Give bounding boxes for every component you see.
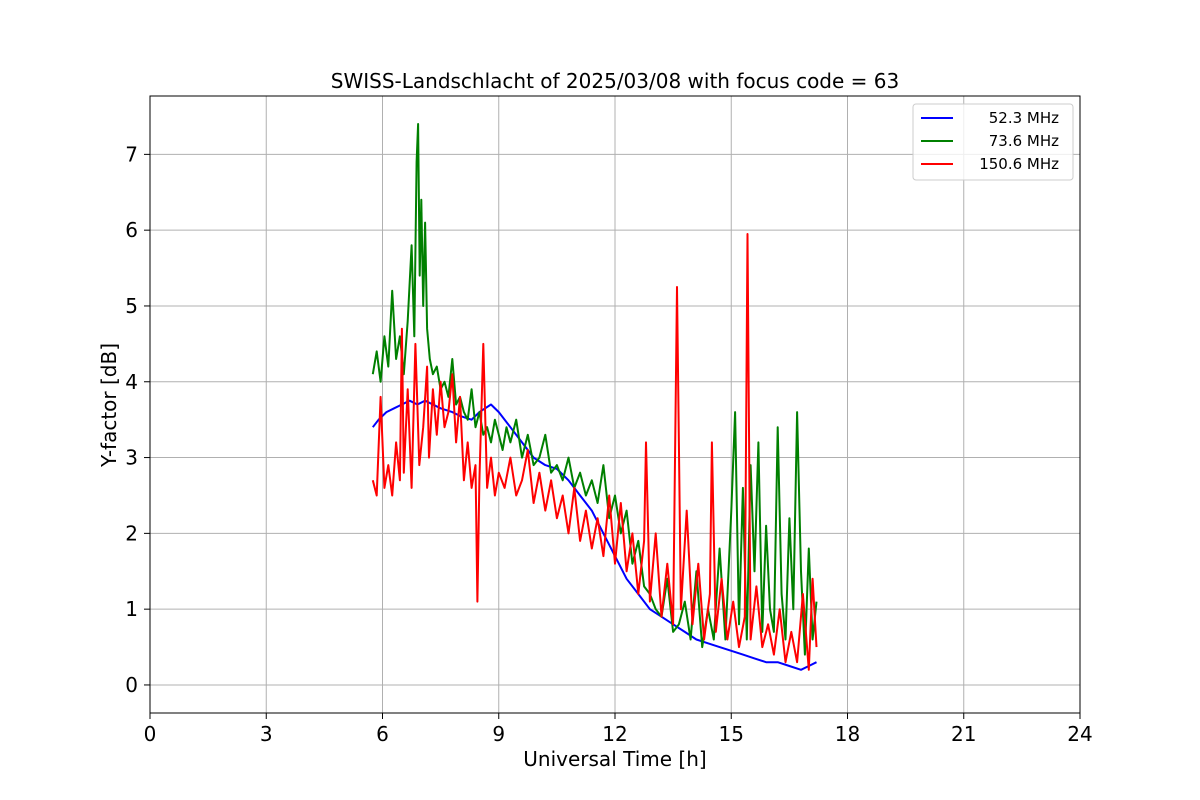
y-tick-label: 7 (125, 142, 138, 166)
y-tick-label: 3 (125, 446, 138, 470)
y-tick-label: 1 (125, 597, 138, 621)
x-tick-label: 6 (376, 722, 389, 746)
y-tick-label: 6 (125, 218, 138, 242)
series-layer (371, 123, 818, 671)
x-tick-label: 21 (951, 722, 976, 746)
legend-label-2: 150.6 MHz (979, 155, 1059, 173)
x-tick-label: 3 (260, 722, 273, 746)
x-tick-label: 18 (835, 722, 860, 746)
x-tick-label: 12 (602, 722, 627, 746)
y-tick-label: 0 (125, 673, 138, 697)
legend: 52.3 MHz 73.6 MHz 150.6 MHz (912, 103, 1074, 181)
legend-label-1: 73.6 MHz (989, 132, 1059, 150)
x-tick-label: 9 (492, 722, 505, 746)
x-tick-label: 15 (719, 722, 744, 746)
y-tick-label: 4 (125, 370, 138, 394)
y-axis-label: Y-factor [dB] (97, 343, 121, 468)
series-line-1 (371, 123, 818, 656)
legend-label-0: 52.3 MHz (989, 109, 1059, 127)
x-axis-label: Universal Time [h] (523, 747, 706, 771)
x-tick-label: 0 (144, 722, 157, 746)
x-tick-label: 24 (1067, 722, 1092, 746)
series-line-2 (371, 233, 818, 671)
y-tick-label: 5 (125, 294, 138, 318)
chart-title: SWISS-Landschlacht of 2025/03/08 with fo… (331, 69, 899, 93)
legend-box (912, 103, 1074, 181)
y-axis-ticks: 0 1 2 3 4 5 6 7 (125, 142, 150, 697)
y-tick-label: 2 (125, 521, 138, 545)
x-axis-ticks: 0 3 6 9 12 15 18 21 24 (144, 713, 1093, 746)
